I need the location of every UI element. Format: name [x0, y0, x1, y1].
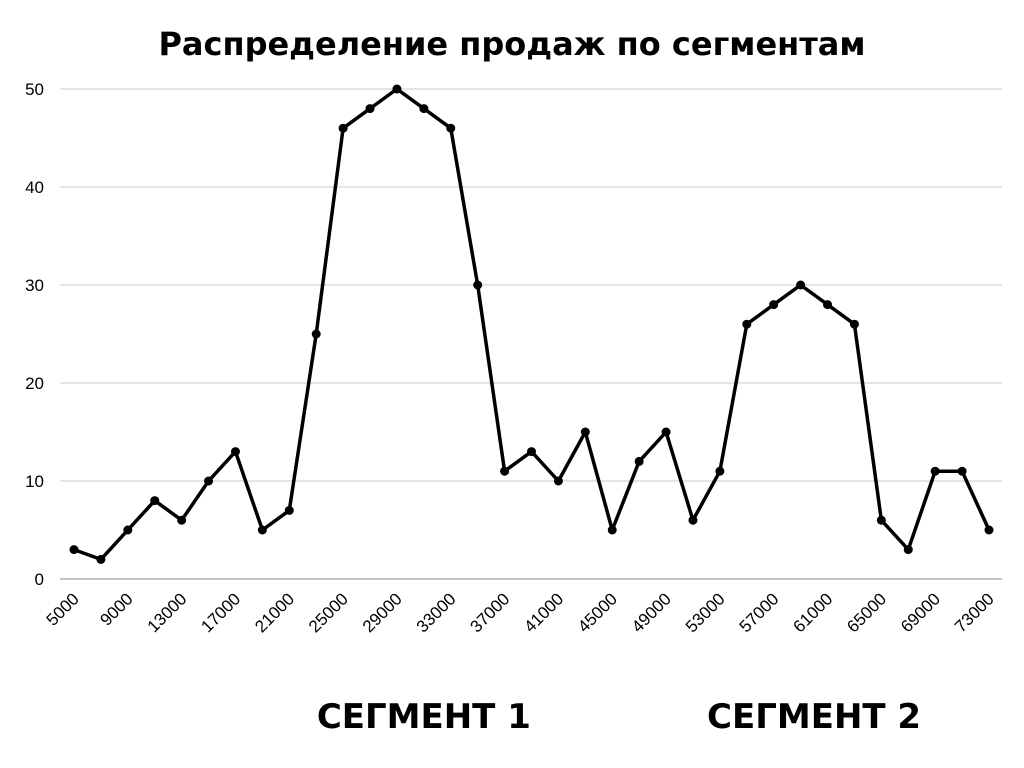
data-point: [796, 280, 806, 290]
data-point: [392, 84, 402, 94]
segment-1-label: СЕГМЕНТ 1: [317, 697, 531, 737]
segment-annotations: СЕГМЕНТ 1 СЕГМЕНТ 2: [317, 697, 921, 737]
x-tick-label: 25000: [305, 589, 352, 636]
x-tick-label: 65000: [843, 589, 890, 636]
data-point: [876, 515, 886, 525]
x-tick-label: 41000: [520, 589, 567, 636]
data-point: [69, 545, 79, 555]
data-point: [742, 319, 752, 329]
data-point: [419, 104, 429, 114]
data-point: [769, 300, 779, 310]
x-tick-label: 21000: [251, 589, 298, 636]
segment-2-label: СЕГМЕНТ 2: [707, 697, 921, 737]
data-point: [661, 427, 671, 437]
data-point: [527, 447, 536, 457]
data-point: [500, 466, 510, 476]
x-tick-label: 57000: [736, 589, 783, 636]
data-point: [230, 447, 240, 457]
data-point: [984, 525, 994, 535]
data-point: [849, 319, 859, 329]
data-point: [311, 329, 321, 339]
x-tick-label: 13000: [144, 589, 191, 636]
x-tick-label: 5000: [43, 589, 83, 629]
y-tick-label: 10: [25, 472, 44, 491]
data-point: [204, 476, 214, 486]
y-tick-label: 20: [25, 374, 44, 393]
x-tick-label: 69000: [897, 589, 944, 636]
y-tick-label: 50: [25, 80, 44, 99]
data-point: [284, 505, 294, 515]
data-point: [553, 476, 563, 486]
data-point: [365, 104, 375, 114]
data-point: [957, 466, 967, 476]
x-tick-label: 45000: [574, 589, 621, 636]
x-axis-ticks: 5000 9000 13000 17000 21000 25000 29000 33000 37…: [43, 589, 998, 636]
chart-title: Распределение продаж по сегментам: [158, 25, 865, 63]
data-point: [123, 525, 133, 535]
x-tick-label: 73000: [951, 589, 998, 636]
data-point: [446, 123, 456, 133]
data-point: [338, 123, 348, 133]
data-point: [903, 545, 913, 555]
data-point: [930, 466, 940, 476]
x-tick-label: 61000: [789, 589, 836, 636]
grid: [60, 88, 1002, 580]
data-point: [715, 466, 725, 476]
data-point: [580, 427, 590, 437]
data-point: [634, 456, 644, 466]
data-point: [688, 515, 698, 525]
data-point: [96, 554, 106, 564]
data-point: [823, 300, 833, 310]
data-point: [257, 525, 267, 535]
y-tick-label: 30: [25, 276, 44, 295]
data-point: [150, 496, 160, 506]
y-axis-ticks: 0 10 20 30 40 50: [25, 80, 44, 589]
x-tick-label: 53000: [682, 589, 729, 636]
x-tick-label: 49000: [628, 589, 675, 636]
x-tick-label: 33000: [413, 589, 460, 636]
x-tick-label: 29000: [359, 589, 406, 636]
series-sales: [69, 84, 994, 564]
data-point: [177, 515, 187, 525]
y-tick-label: 40: [25, 178, 44, 197]
data-point: [607, 525, 617, 535]
x-tick-label: 17000: [197, 589, 244, 636]
x-tick-label: 37000: [467, 589, 514, 636]
data-point: [473, 280, 483, 290]
y-tick-label: 0: [35, 570, 44, 589]
x-tick-label: 9000: [96, 589, 136, 629]
